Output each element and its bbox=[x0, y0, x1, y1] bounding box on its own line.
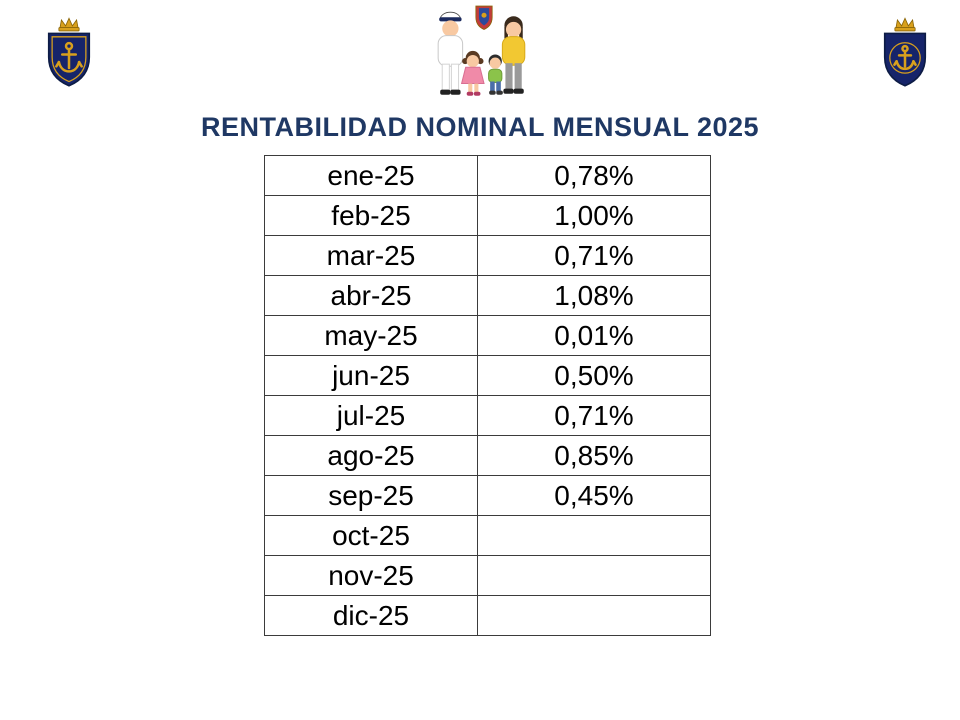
month-cell: abr-25 bbox=[264, 275, 478, 316]
table-row: sep-25 0,45% bbox=[264, 475, 711, 516]
month-cell: ene-25 bbox=[264, 155, 478, 196]
value-cell: 0,45% bbox=[477, 475, 711, 516]
month-cell: may-25 bbox=[264, 315, 478, 356]
value-cell-empty bbox=[477, 515, 711, 556]
value-cell: 0,71% bbox=[477, 235, 711, 276]
page-title: RENTABILIDAD NOMINAL MENSUAL 2025 bbox=[200, 112, 760, 142]
returns-table: ene-25 0,78% feb-25 1,00% mar-25 0,71% a… bbox=[264, 155, 711, 636]
month-cell: ago-25 bbox=[264, 435, 478, 476]
month-cell: feb-25 bbox=[264, 195, 478, 236]
left-navy-crest bbox=[42, 14, 96, 90]
table-row: dic-25 bbox=[264, 595, 711, 636]
month-cell: jul-25 bbox=[264, 395, 478, 436]
value-cell: 0,71% bbox=[477, 395, 711, 436]
table-row: ago-25 0,85% bbox=[264, 435, 711, 476]
value-cell: 0,85% bbox=[477, 435, 711, 476]
table-row: oct-25 bbox=[264, 515, 711, 556]
navy-crest-icon bbox=[883, 17, 927, 87]
right-navy-crest bbox=[878, 14, 932, 90]
month-cell: mar-25 bbox=[264, 235, 478, 276]
table-row: nov-25 bbox=[264, 555, 711, 596]
month-cell: sep-25 bbox=[264, 475, 478, 516]
table-row: jul-25 0,71% bbox=[264, 395, 711, 436]
value-cell-empty bbox=[477, 595, 711, 636]
month-cell: nov-25 bbox=[264, 555, 478, 596]
table-row: mar-25 0,71% bbox=[264, 235, 711, 276]
value-cell: 0,78% bbox=[477, 155, 711, 196]
table-row: feb-25 1,00% bbox=[264, 195, 711, 236]
value-cell-empty bbox=[477, 555, 711, 596]
value-cell: 0,01% bbox=[477, 315, 711, 356]
month-cell: oct-25 bbox=[264, 515, 478, 556]
returns-table-wrap: ene-25 0,78% feb-25 1,00% mar-25 0,71% a… bbox=[264, 155, 711, 636]
family-clipart-icon bbox=[437, 5, 526, 96]
value-cell: 1,08% bbox=[477, 275, 711, 316]
month-cell: dic-25 bbox=[264, 595, 478, 636]
table-row: jun-25 0,50% bbox=[264, 355, 711, 396]
value-cell: 0,50% bbox=[477, 355, 711, 396]
table-row: may-25 0,01% bbox=[264, 315, 711, 356]
family-illustration bbox=[408, 2, 558, 108]
value-cell: 1,00% bbox=[477, 195, 711, 236]
table-row: abr-25 1,08% bbox=[264, 275, 711, 316]
month-cell: jun-25 bbox=[264, 355, 478, 396]
table-row: ene-25 0,78% bbox=[264, 155, 711, 196]
navy-crest-icon bbox=[47, 17, 91, 87]
